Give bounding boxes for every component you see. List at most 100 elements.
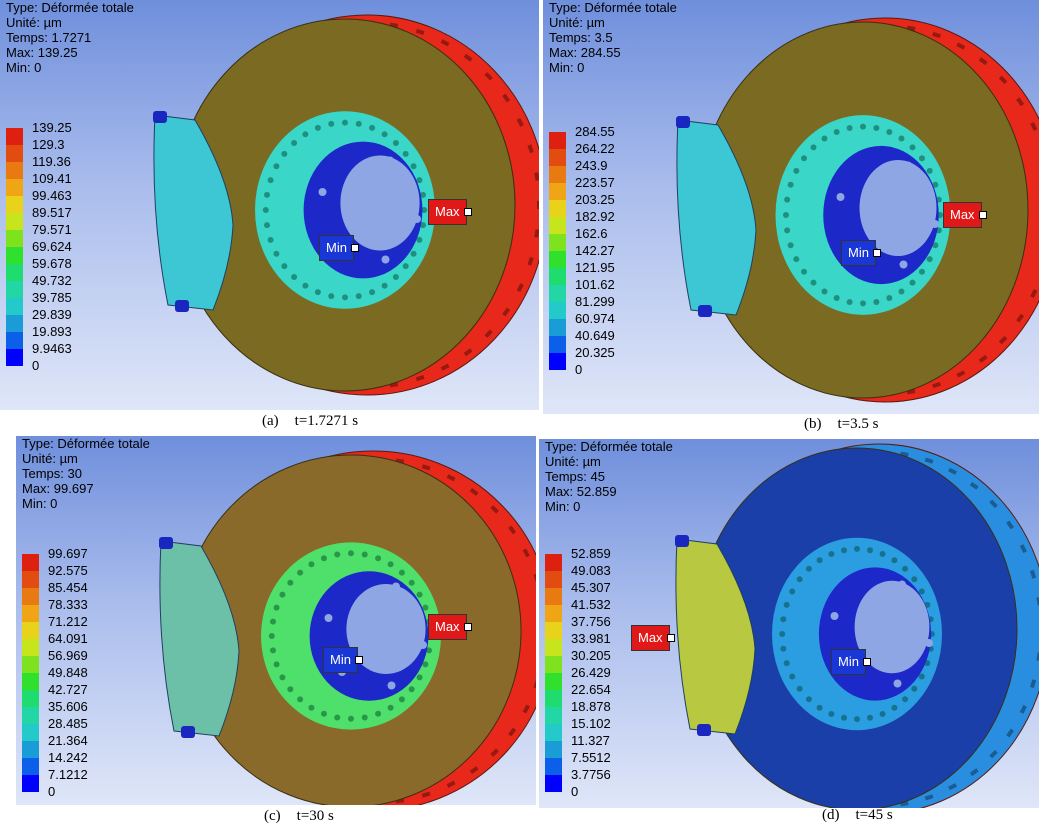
vent-slot (527, 256, 534, 266)
hub-tooth (860, 123, 866, 130)
vent-slot (1019, 704, 1027, 714)
hub-tooth (911, 576, 918, 583)
legend-swatch (549, 200, 566, 217)
hub-tooth (422, 604, 429, 611)
legend-swatch (6, 213, 23, 230)
bolt-hole (318, 188, 327, 196)
vent-slot (440, 39, 450, 47)
min-line: Min: 0 (549, 60, 585, 75)
hub-tooth (796, 685, 803, 692)
bolt-hole (931, 220, 939, 228)
caption-time: t=3.5 s (837, 416, 879, 432)
vent-slot (978, 354, 988, 363)
legend-value: 39.785 (32, 290, 72, 305)
pad-clip-bottom (697, 724, 711, 736)
hub-tooth (381, 282, 388, 289)
hub-tooth (392, 273, 399, 280)
legend-swatch (549, 166, 566, 183)
legend-swatch (545, 758, 562, 775)
brake-disc-render-b (676, 17, 1039, 403)
hub-tooth (273, 250, 280, 257)
legend-swatch (6, 298, 23, 315)
legend-value: 29.839 (32, 307, 72, 322)
legend-swatch (549, 285, 566, 302)
max-probe-tag: Max (428, 614, 472, 640)
hub-tooth (334, 551, 341, 558)
vent-slot (490, 748, 499, 757)
pad-clip-bottom (181, 726, 195, 738)
vent-slot (415, 374, 425, 382)
vent-slot (924, 457, 934, 464)
hub-tooth (408, 579, 415, 586)
legend-value: 49.848 (48, 665, 88, 680)
hub-tooth (297, 569, 304, 576)
caption-label: (b) (804, 416, 822, 432)
hub-tooth (866, 714, 873, 721)
legend-value: 21.364 (48, 733, 88, 748)
hub-tooth (262, 207, 269, 213)
legend-value: 0 (32, 358, 40, 373)
caption-label: (a) (262, 413, 279, 429)
legend-value: 28.485 (48, 716, 88, 731)
hub-tooth (416, 177, 423, 184)
vent-slot (484, 72, 493, 81)
pad-clip-top (153, 111, 167, 123)
hub-tooth (816, 704, 823, 711)
legend-swatch (545, 741, 562, 758)
legend-swatch (22, 758, 39, 775)
hub-tooth (267, 177, 274, 184)
pad-clip-top (676, 116, 690, 128)
legend-value: 11.327 (571, 733, 610, 748)
vent-slot (956, 370, 966, 378)
hub-tooth (810, 144, 817, 151)
vent-slot (415, 28, 425, 36)
legend-swatch (6, 230, 23, 247)
hub-tooth (422, 661, 429, 668)
min-line: Min: 0 (6, 60, 42, 75)
hub-tooth (821, 288, 828, 295)
vent-slot (932, 381, 942, 389)
legend-swatch (22, 673, 39, 690)
vent-slot (1006, 520, 1015, 530)
hub-tooth (416, 236, 423, 243)
center-hole (340, 155, 420, 251)
legend-swatch (6, 315, 23, 332)
hub-tooth (796, 576, 803, 583)
legend-value: 22.654 (571, 682, 611, 697)
legend-swatch (549, 149, 566, 166)
legend-swatch (22, 656, 39, 673)
legend-swatch (22, 775, 39, 792)
panel-c: Type: Déformée totale Unité: µm Temps: 3… (16, 436, 536, 805)
bolt-hole (893, 679, 902, 688)
hub-tooth (402, 263, 409, 270)
legend-value: 223.57 (575, 175, 615, 190)
bolt-hole (387, 681, 396, 690)
legend-swatch (545, 639, 562, 656)
hub-tooth (783, 660, 790, 667)
hub-tooth (425, 647, 432, 654)
hub-tooth (375, 555, 382, 562)
bolt-hole (904, 161, 912, 170)
legend-value: 64.091 (48, 631, 88, 646)
legend-swatch (549, 302, 566, 319)
vent-slot (522, 548, 530, 558)
type-line: Type: Déformée totale (6, 0, 134, 15)
hub-tooth (287, 686, 294, 693)
legend-value: 109.41 (32, 171, 72, 186)
vent-slot (948, 467, 958, 475)
hub-tooth (267, 236, 274, 243)
hub-tooth (279, 674, 286, 681)
min-probe-tag: Min (831, 649, 871, 675)
center-hole (346, 584, 426, 674)
bolt-hole (381, 255, 390, 264)
hub-tooth (918, 588, 925, 595)
hub-tooth (860, 300, 866, 307)
vent-slot (490, 505, 499, 514)
vent-slot (1006, 728, 1015, 738)
vent-slot (484, 329, 493, 338)
legend-swatch (545, 622, 562, 639)
legend-value: 99.697 (48, 546, 88, 561)
legend-value: 121.95 (575, 260, 615, 275)
legend-swatch (549, 319, 566, 336)
legend-value: 99.463 (32, 188, 72, 203)
